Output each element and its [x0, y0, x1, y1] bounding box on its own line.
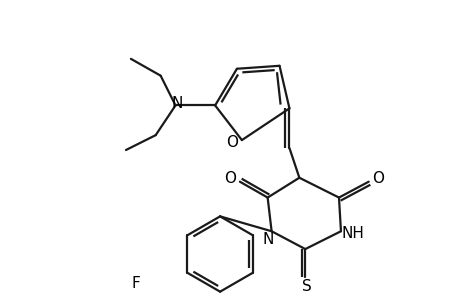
Text: O: O	[224, 171, 235, 186]
Text: O: O	[372, 171, 384, 186]
Text: NH: NH	[341, 226, 364, 241]
Text: N: N	[263, 232, 274, 247]
Text: O: O	[225, 135, 237, 150]
Text: N: N	[171, 96, 183, 111]
Text: F: F	[131, 276, 140, 291]
Text: S: S	[302, 279, 312, 294]
